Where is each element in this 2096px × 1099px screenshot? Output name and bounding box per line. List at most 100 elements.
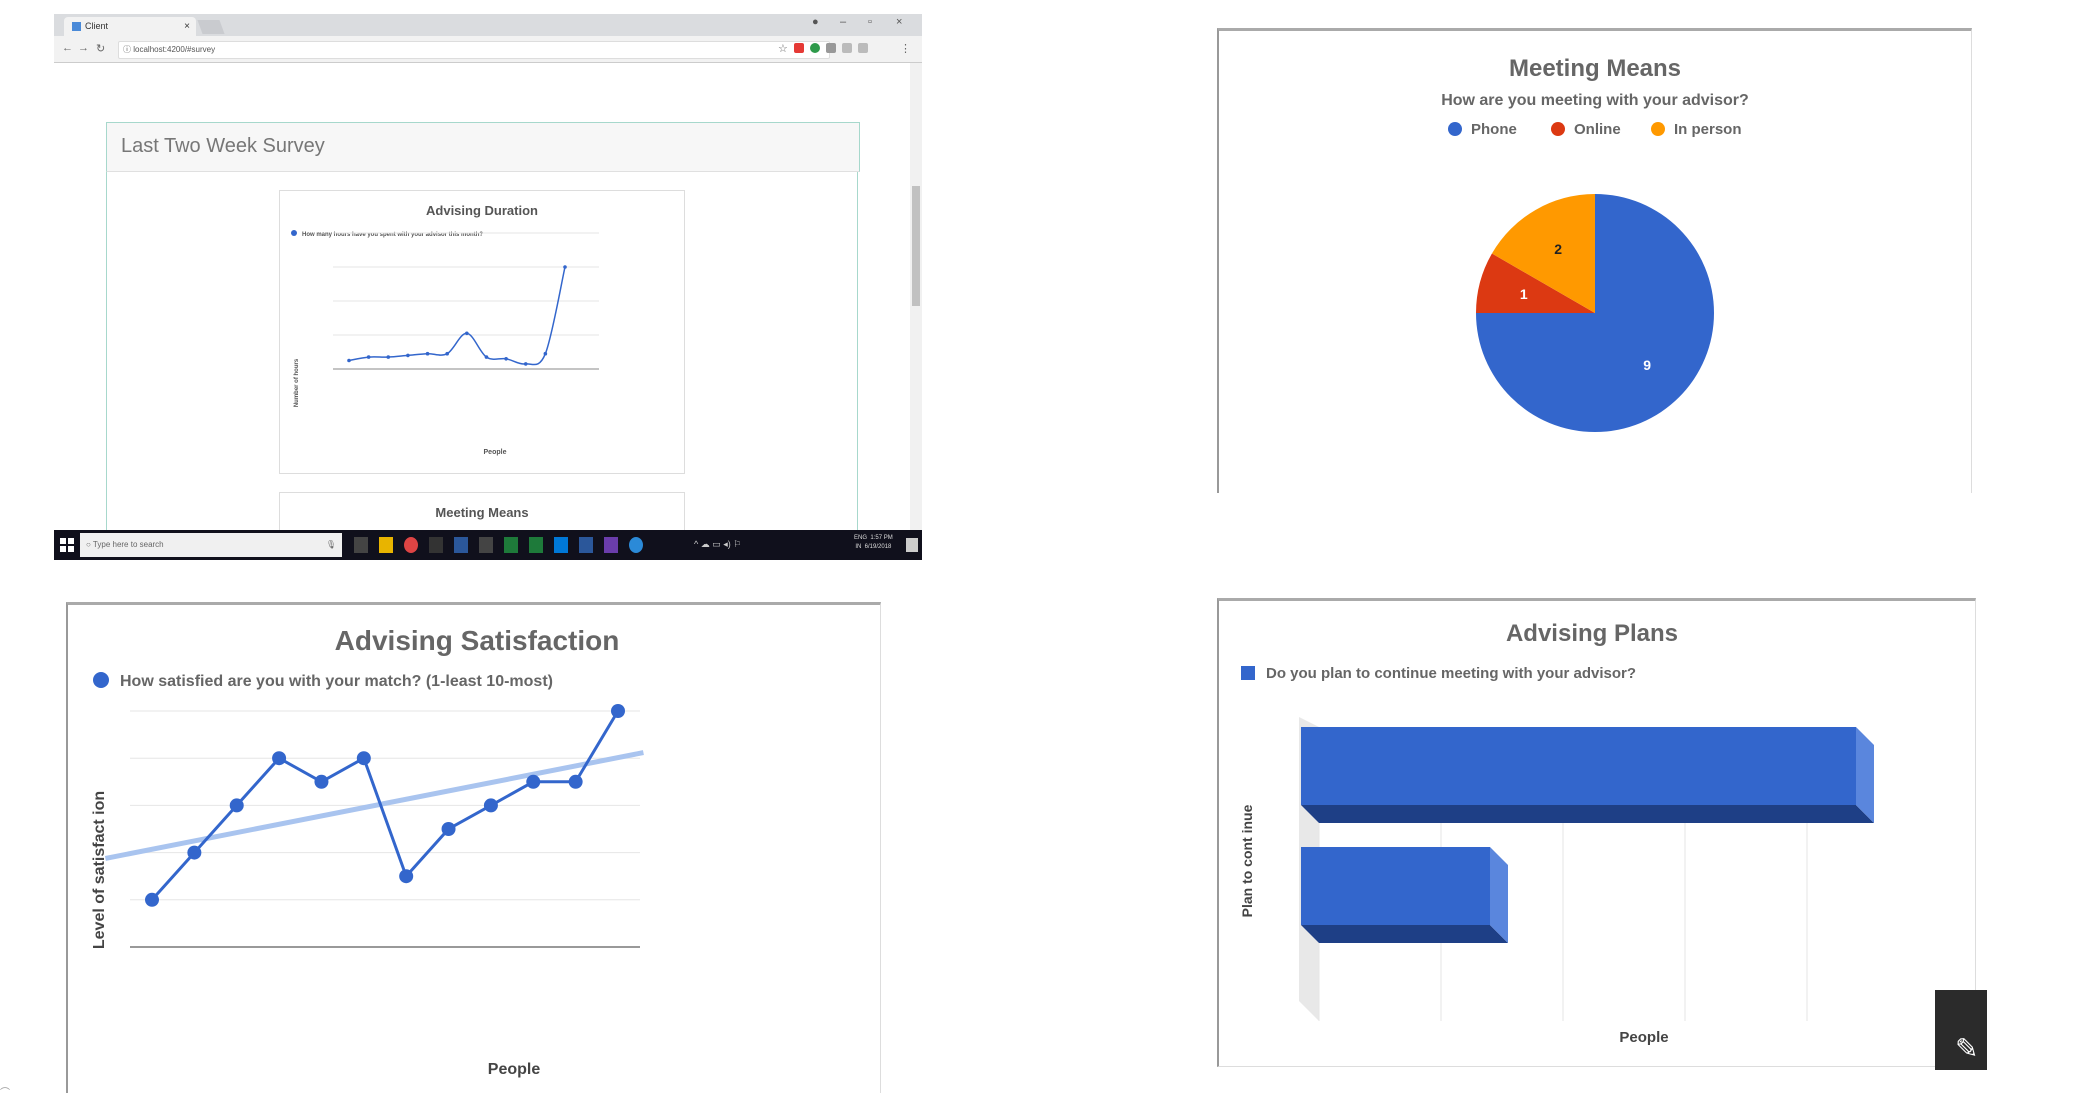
series-line: [150, 710, 620, 901]
minimize-icon[interactable]: –: [840, 16, 847, 28]
bar-end-face: [1490, 847, 1508, 943]
data-point: [356, 751, 371, 766]
advising-plans-panel: Advising Plans Do you plan to continue m…: [1217, 598, 1976, 1067]
legend-marker: [1241, 666, 1255, 680]
slice-label: 9: [1643, 357, 1651, 373]
data-point: [504, 357, 508, 361]
corner-overlay: [1935, 990, 1987, 1070]
x-axis-label: People: [488, 1061, 541, 1078]
app-icon[interactable]: [429, 537, 443, 553]
legend-label-online: Online: [1574, 121, 1621, 138]
edit-icon[interactable]: ✎: [1955, 1033, 1979, 1064]
app-icon[interactable]: [529, 537, 543, 553]
scrollbar-thumb[interactable]: [912, 186, 920, 306]
tab-title: Client: [85, 21, 109, 31]
trendline: [104, 750, 644, 861]
card-title: Last Two Week Survey: [121, 135, 325, 157]
legend-marker-online: [1551, 122, 1565, 136]
app-icon[interactable]: [629, 537, 643, 553]
chart-title: Advising Plans: [1506, 620, 1678, 647]
outlook-icon[interactable]: [454, 537, 468, 553]
extension-icon[interactable]: [794, 43, 804, 53]
advising-plans-chart: Advising Plans Do you plan to continue m…: [1239, 620, 1874, 1046]
data-point: [425, 351, 430, 356]
meeting-means-panel: Meeting Means How are you meeting with y…: [1217, 28, 1972, 493]
taskbar-search-input[interactable]: ○ Type here to search 🎙: [80, 533, 342, 557]
extension-icon[interactable]: [826, 43, 836, 53]
slice-label: 2: [1554, 241, 1562, 257]
task-view-icon[interactable]: [354, 537, 368, 553]
app-icon[interactable]: [604, 537, 618, 553]
browser-window: Client × ● – ▫ × ← → ↻ ⓘ localhost:4200/…: [54, 14, 922, 560]
data-point: [483, 798, 498, 813]
lang-top: ENG: [854, 535, 868, 541]
legend-marker-in-person: [1651, 122, 1665, 136]
page-icon: [72, 22, 81, 32]
menu-icon[interactable]: ⋮: [900, 43, 911, 55]
chart-title: Advising Satisfaction: [335, 625, 620, 656]
app-icon[interactable]: [504, 537, 518, 553]
new-tab-button[interactable]: [197, 20, 225, 34]
extension-icon[interactable]: [810, 43, 820, 53]
browser-tab[interactable]: Client ×: [64, 17, 196, 36]
legend-label-phone: Phone: [1471, 121, 1517, 138]
data-point: [568, 774, 583, 789]
pie-slice-in-person: [1491, 194, 1595, 313]
clock-date: 6/19/2018: [864, 544, 892, 550]
chart-subtitle: How are you meeting with your advisor?: [1441, 92, 1749, 109]
notifications-icon[interactable]: [906, 538, 918, 552]
data-point: [347, 358, 351, 363]
card-header: Last Two Week Survey: [106, 122, 860, 172]
advising-satisfaction-panel: Advising Satisfaction How satisfied are …: [66, 602, 881, 1093]
chrome-icon[interactable]: [404, 537, 418, 553]
bar: [1301, 727, 1856, 805]
legend-marker: [291, 230, 297, 236]
data-point: [406, 353, 410, 358]
lang-bottom: IN: [855, 544, 862, 550]
meeting-means-chart: Meeting Means How are you meeting with y…: [1441, 55, 1749, 432]
close-icon[interactable]: ×: [184, 21, 190, 32]
clock-time: 1:57 PM: [870, 535, 893, 541]
x-axis-label: People: [484, 449, 507, 456]
system-tray-icons[interactable]: ^ ☁ ▭ ◂) ⚐: [694, 539, 742, 549]
legend-marker: [93, 672, 109, 688]
data-point: [272, 751, 287, 766]
taskbar-clock[interactable]: ENG 1:57 PM IN 6/19/2018: [854, 534, 893, 552]
extension-icon[interactable]: [858, 43, 868, 53]
bookmark-star-icon[interactable]: ☆: [778, 43, 788, 55]
chart-title: Meeting Means: [435, 505, 529, 520]
search-placeholder: Type here to search: [92, 540, 164, 549]
data-point: [543, 351, 548, 356]
data-point: [229, 798, 244, 813]
taskbar: ○ Type here to search 🎙 ^ ☁ ▭ ◂) ⚐ ENG 1…: [54, 530, 922, 560]
legend-marker-phone: [1448, 122, 1462, 136]
maximize-icon[interactable]: ▫: [868, 16, 872, 28]
forward-icon[interactable]: →: [78, 42, 89, 54]
legend-label: Do you plan to continue meeting with you…: [1266, 665, 1636, 682]
tab-bar: Client × ● – ▫ ×: [54, 14, 922, 36]
back-icon[interactable]: ←: [62, 42, 73, 54]
vscode-icon[interactable]: [554, 537, 568, 553]
slice-label: 1: [1520, 286, 1528, 302]
url-text: localhost:4200/#survey: [133, 45, 216, 54]
extension-icon[interactable]: [842, 43, 852, 53]
bar-bottom-face: [1301, 925, 1508, 943]
y-axis-label: Level of satisfact ion: [91, 791, 108, 949]
y-axis-label: Number of hours: [294, 358, 300, 407]
reload-icon[interactable]: ↻: [96, 43, 106, 55]
bar-end-face: [1856, 727, 1874, 823]
windows-start-icon[interactable]: [60, 538, 74, 552]
url-input[interactable]: ⓘ localhost:4200/#survey: [118, 41, 830, 59]
app-icon[interactable]: [479, 537, 493, 553]
window-close-icon[interactable]: ×: [896, 16, 903, 28]
data-point: [187, 845, 202, 860]
data-point: [563, 265, 567, 269]
duration-chart: Advising Duration How many hours have yo…: [291, 203, 599, 456]
data-point: [314, 774, 329, 789]
file-explorer-icon[interactable]: [379, 537, 393, 553]
data-point: [366, 355, 371, 359]
microphone-icon[interactable]: 🎙: [325, 540, 336, 549]
account-icon[interactable]: ●: [812, 16, 819, 28]
word-icon[interactable]: [579, 537, 593, 553]
legend: Phone Online In person: [1448, 121, 1742, 138]
